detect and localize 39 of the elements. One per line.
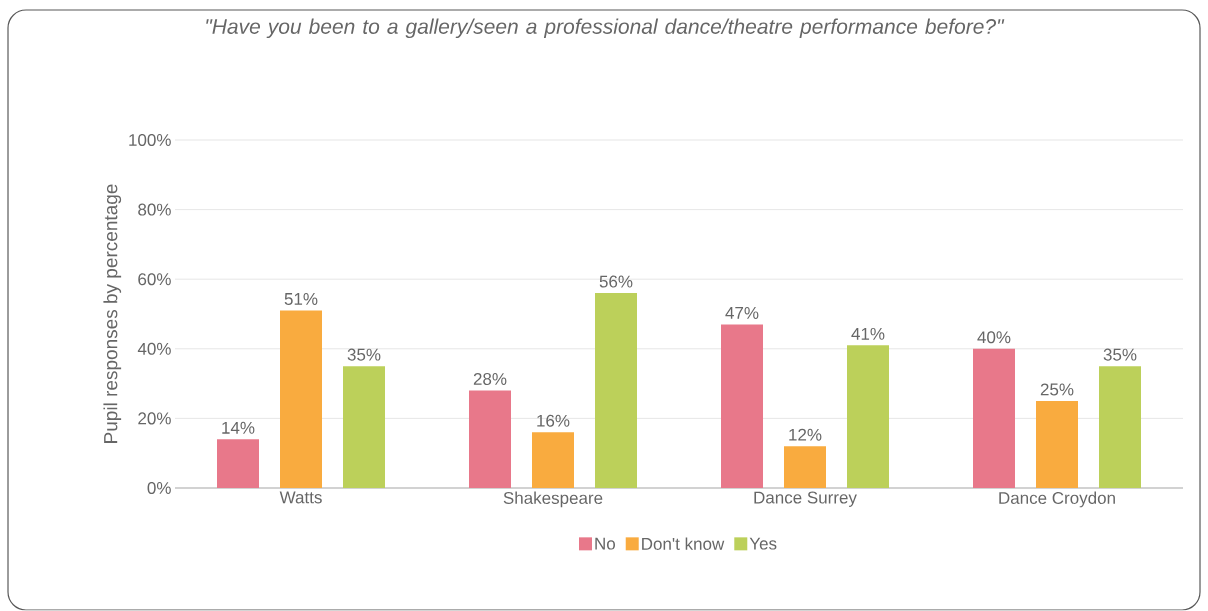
bar <box>595 293 637 489</box>
legend-label: No <box>595 537 615 550</box>
data-label: 16% <box>537 414 570 427</box>
bar <box>532 432 574 489</box>
x-tick-label: Dance Surrey <box>754 491 857 508</box>
data-label: 40% <box>977 331 1011 344</box>
bar <box>217 439 260 489</box>
x-tick-label: Watts <box>279 491 322 504</box>
data-label: 28% <box>473 373 507 386</box>
bar <box>280 310 323 489</box>
chart-title: "Have you been to a gallery/seen a professional dance/theatre performance before?" <box>206 18 1005 39</box>
legend-label: Yes <box>749 537 777 550</box>
bar <box>1036 401 1078 489</box>
y-tick-label: 60% <box>138 273 171 286</box>
data-label: 41% <box>851 328 885 340</box>
bar <box>784 446 826 489</box>
legend-label: Don't know <box>642 537 725 551</box>
data-label: 14% <box>222 422 255 434</box>
x-tick-label: Shakespeare <box>503 491 603 508</box>
data-label: 12% <box>789 428 822 441</box>
y-tick-label: 20% <box>138 412 171 425</box>
y-tick-label: 40% <box>137 342 171 356</box>
data-label: 47% <box>725 307 759 320</box>
bar <box>973 349 1015 489</box>
data-label: 35% <box>1103 348 1137 361</box>
bar <box>847 345 889 489</box>
y-tick-label: 100% <box>129 134 171 147</box>
bar <box>469 390 511 489</box>
bar <box>1099 366 1141 489</box>
y-axis-title: Pupil responses by percentage <box>103 184 122 444</box>
data-label: 35% <box>347 348 381 361</box>
data-label: 25% <box>1040 383 1074 396</box>
x-tick-label: Dance Croydon <box>999 491 1115 508</box>
data-label: 56% <box>599 275 633 288</box>
y-tick-label: 0% <box>147 482 171 495</box>
data-label: 51% <box>284 293 318 306</box>
y-tick-label: 80% <box>138 203 171 216</box>
bar <box>721 324 763 489</box>
bar <box>343 366 386 489</box>
